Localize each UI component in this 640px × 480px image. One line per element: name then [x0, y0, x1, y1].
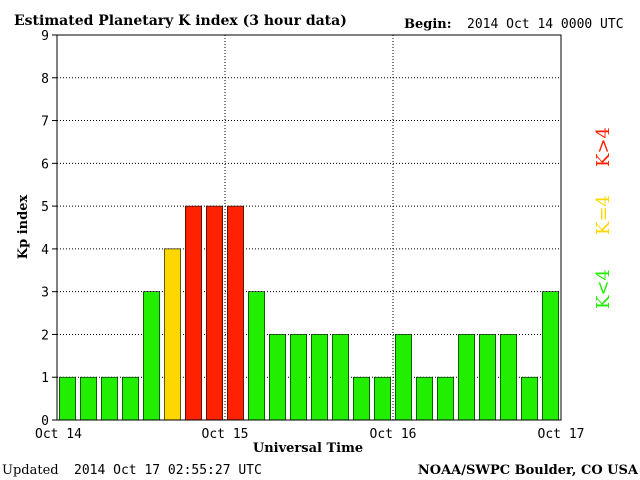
begin-value: 2014 Oct 14 0000 UTC: [467, 17, 624, 32]
y-tick-label: 2: [41, 328, 49, 343]
y-tick-label: 6: [41, 157, 49, 172]
updated-value: 2014 Oct 17 02:55:27 UTC: [74, 463, 262, 478]
kp-bar: [206, 205, 223, 421]
y-tick-label: 7: [41, 115, 49, 130]
grid-lines: [52, 34, 561, 421]
y-tick-label: 0: [41, 414, 49, 429]
kp-bar: [353, 376, 370, 421]
y-tick-label: 1: [41, 371, 49, 386]
kp-bar: [395, 334, 412, 421]
source-credit: NOAA/SWPC Boulder, CO USA: [418, 463, 639, 478]
y-axis-label: Kp index: [16, 195, 31, 260]
kp-bar: [437, 376, 454, 421]
y-tick-label: 3: [41, 286, 49, 301]
x-tick-label: Oct 14: [35, 427, 82, 442]
kp-bar: [185, 205, 202, 421]
plot-frame: [56, 34, 562, 421]
kp-bar: [542, 291, 559, 421]
kp-bar: [101, 376, 118, 421]
legend-k-equal-4: K=4: [593, 195, 614, 235]
legend-k-below-4: K<4: [593, 269, 614, 309]
kp-bar: [479, 334, 496, 421]
kp-bar: [59, 376, 76, 421]
bars: [59, 205, 559, 421]
kp-bar: [311, 334, 328, 421]
kp-bar: [122, 376, 139, 421]
x-tick-labels: Oct 14 Oct 15 Oct 16 Oct 17: [35, 427, 584, 442]
chart-title: Estimated Planetary K index (3 hour data…: [14, 13, 347, 29]
y-tick-label: 5: [41, 200, 49, 215]
x-tick-label: Oct 15: [202, 427, 249, 442]
y-tick-label: 8: [41, 72, 49, 87]
y-tick-label: 4: [41, 243, 49, 258]
kp-bar: [458, 334, 475, 421]
x-axis-label: Universal Time: [253, 441, 363, 456]
kp-bar: [521, 376, 538, 421]
kp-bar: [164, 248, 181, 421]
y-tick-label: 9: [41, 29, 49, 44]
kp-bar: [80, 376, 97, 421]
legend-k-above-4: K>4: [593, 127, 614, 167]
kp-bar: [416, 376, 433, 421]
begin-label: Begin:: [404, 17, 452, 32]
kp-bar: [143, 291, 160, 421]
y-tick-labels: 0 1 2 3 4 5 6 7 8 9: [41, 29, 49, 429]
kp-bar: [269, 334, 286, 421]
kp-bar: [374, 376, 391, 421]
kp-bar: [248, 291, 265, 421]
x-tick-label: Oct 17: [538, 427, 585, 442]
kp-bar: [290, 334, 307, 421]
x-tick-label: Oct 16: [370, 427, 417, 442]
updated-label: Updated: [2, 463, 59, 478]
kp-bar: [500, 334, 517, 421]
kp-bar: [332, 334, 349, 421]
kp-bar: [227, 205, 244, 421]
